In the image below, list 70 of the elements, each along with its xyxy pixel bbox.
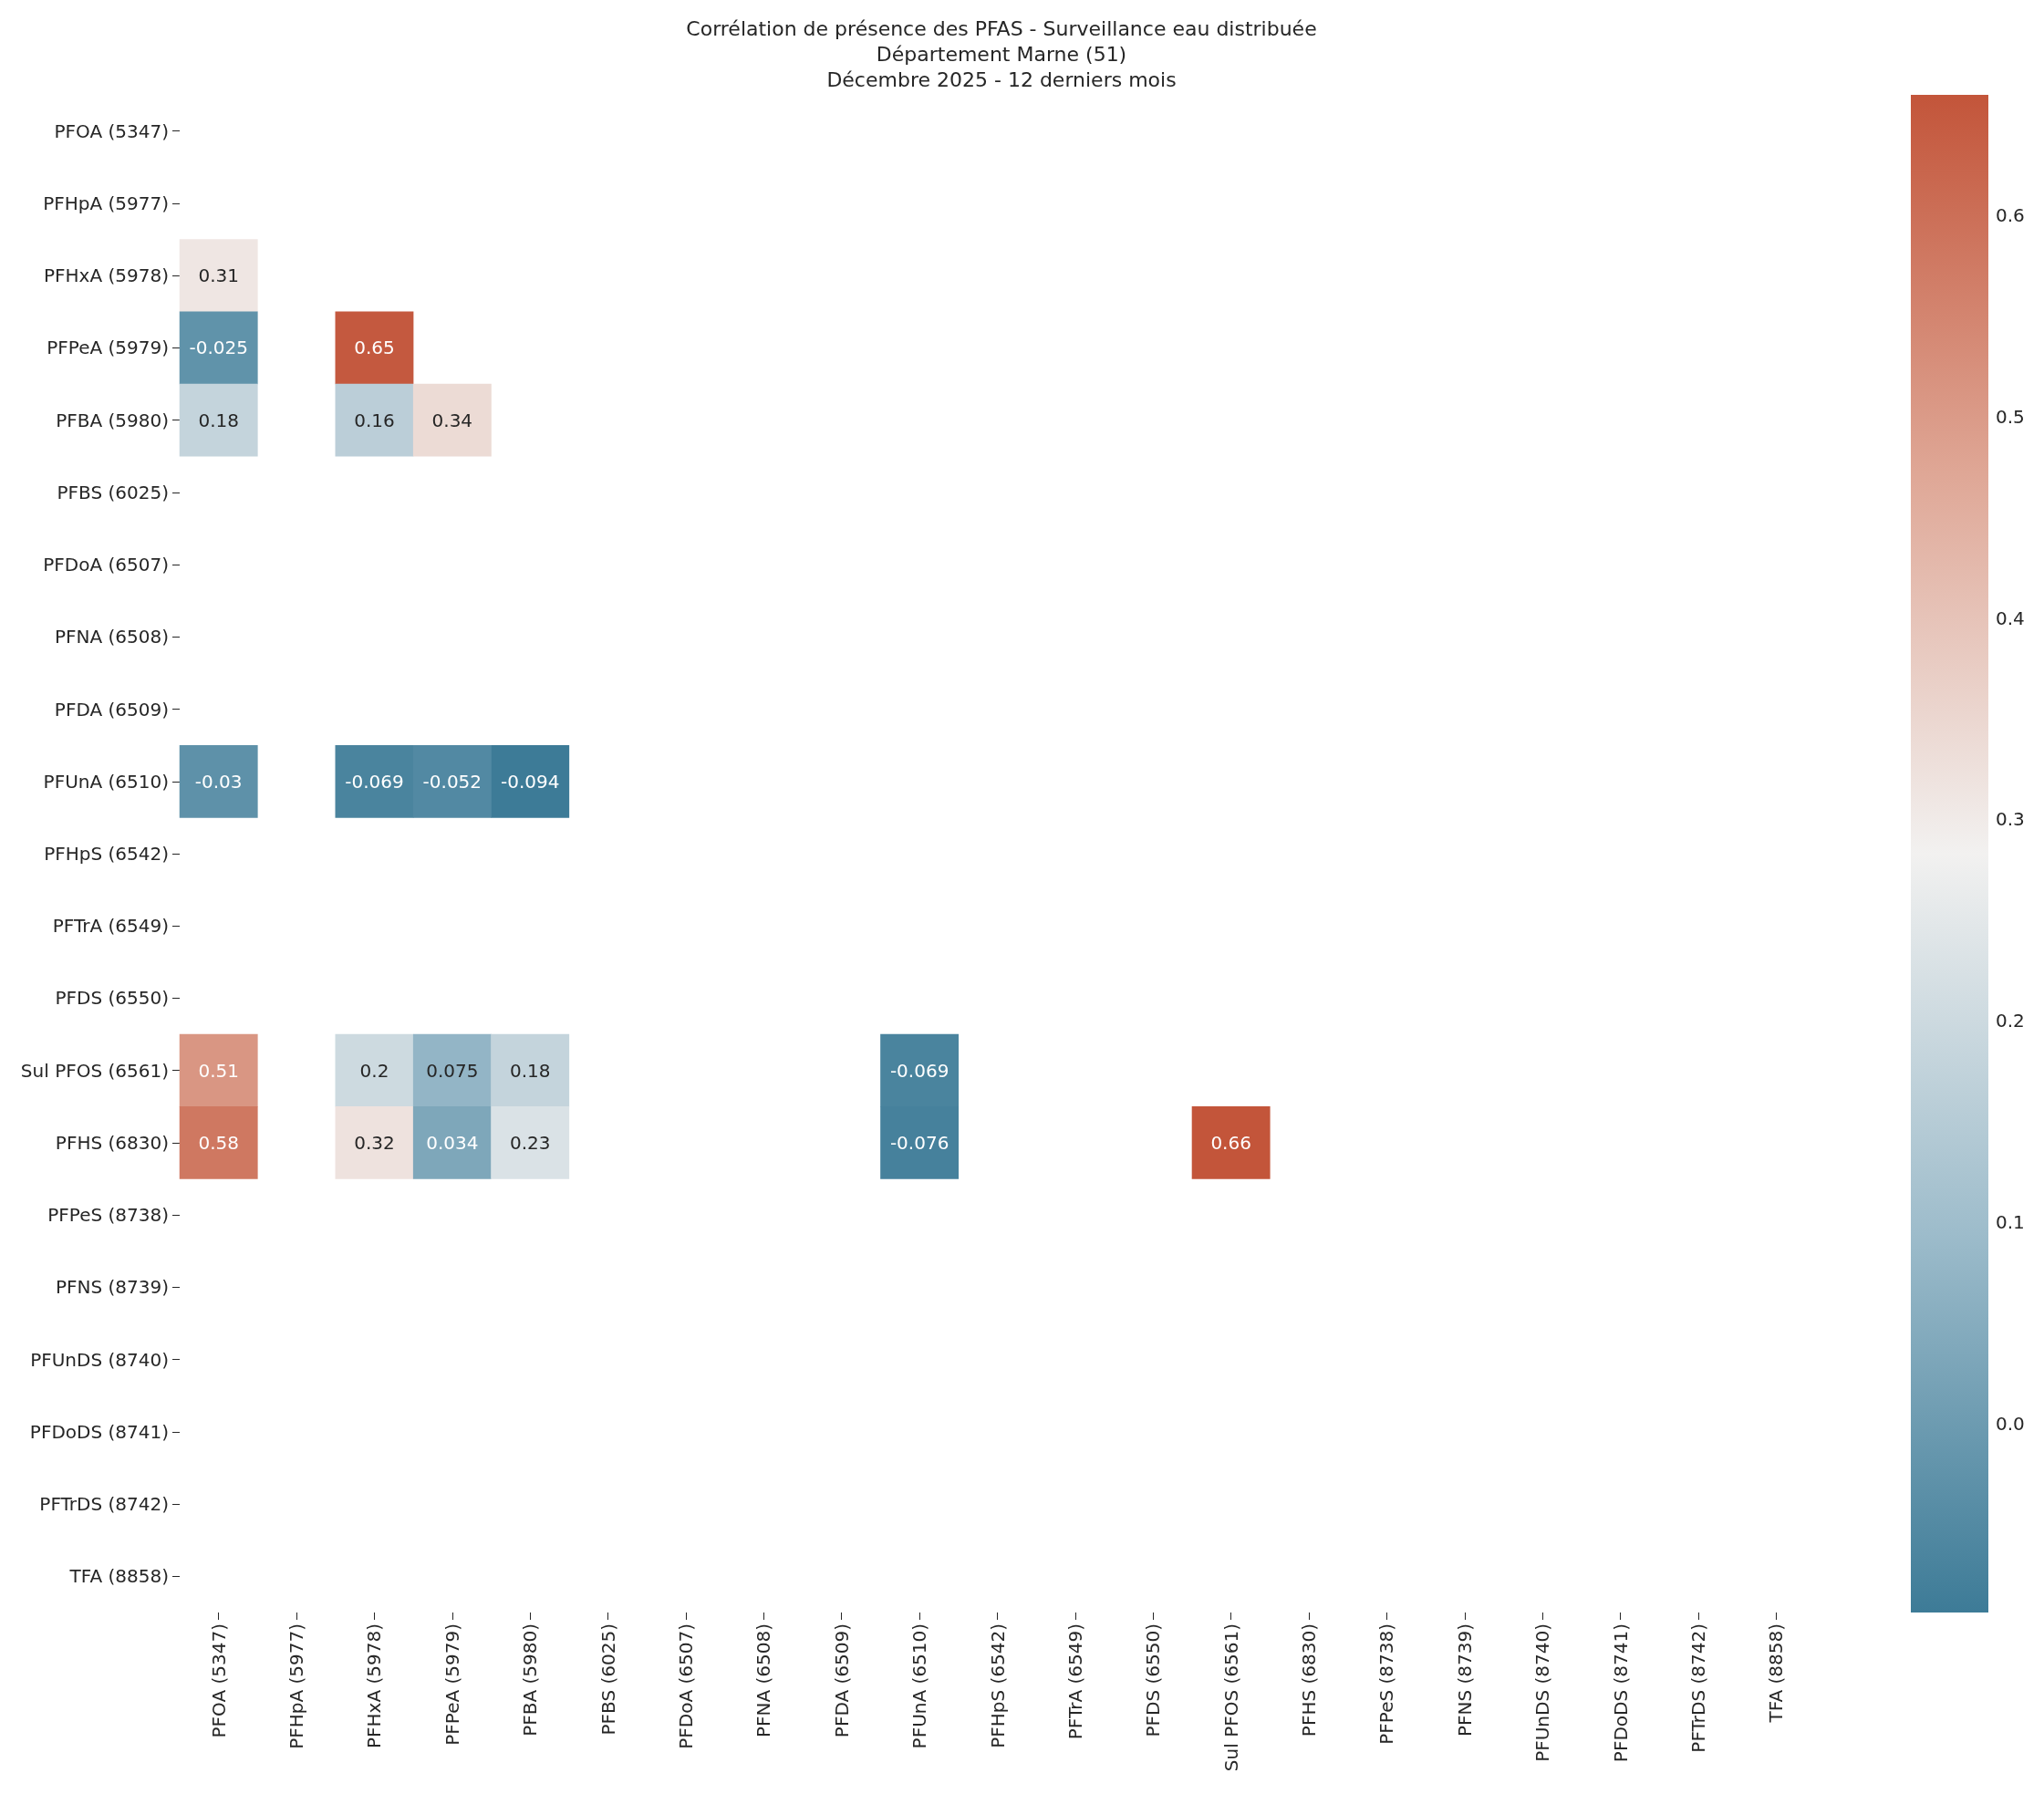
- x-tick-label: PFUnDS (8740): [1531, 1623, 1554, 1762]
- y-tick-label: PFHxA (5978): [44, 264, 169, 287]
- x-tick-label: PFDoDS (8741): [1609, 1623, 1632, 1763]
- data-label: -0.025: [189, 337, 248, 359]
- y-tick-label: PFPeA (5979): [47, 337, 169, 359]
- data-label: -0.076: [889, 1131, 949, 1154]
- y-tick-label: PFOA (5347): [54, 119, 169, 142]
- y-tick-label: PFUnA (6510): [43, 770, 169, 793]
- x-tick-label: PFDA (6509): [830, 1623, 853, 1738]
- x-tick-label: PFNS (8739): [1453, 1623, 1476, 1737]
- data-label: 0.31: [198, 264, 239, 287]
- color-bar-label: 0.6: [1996, 204, 2025, 227]
- y-tick-label: PFTrA (6549): [52, 915, 169, 938]
- x-tick-label: PFDS (6550): [1142, 1623, 1165, 1737]
- x-tick-label: PFUnA (6510): [908, 1623, 931, 1749]
- data-label: 0.16: [354, 409, 395, 431]
- color-bar-label: 0.1: [1996, 1210, 2025, 1233]
- x-tick-label: PFBS (6025): [597, 1623, 619, 1736]
- x-tick-label: PFHpA (5977): [285, 1623, 308, 1749]
- x-tick-label: PFHS (6830): [1298, 1623, 1321, 1737]
- chart-title: Corrélation de présence des PFAS - Surveillance eau distribuée Département Marne (51) Décembre 2025 - 12 derniers mois: [686, 16, 1317, 91]
- data-label: 0.66: [1210, 1131, 1251, 1154]
- y-tick-label: PFHpA (5977): [43, 192, 169, 214]
- data-label: 0.58: [198, 1131, 239, 1154]
- x-tick-label: PFHpS (6542): [986, 1623, 1009, 1748]
- x-tick-label: PFPeS (8738): [1375, 1623, 1398, 1745]
- data-label: 0.51: [198, 1059, 239, 1082]
- y-tick-label: PFDoA (6507): [43, 554, 169, 576]
- x-tick-label: PFTrA (6549): [1064, 1623, 1086, 1740]
- y-tick-label: PFDA (6509): [54, 698, 169, 721]
- x-tick-label: PFDoA (6507): [674, 1623, 697, 1749]
- data-label: -0.069: [345, 770, 404, 793]
- x-tick-label: PFPeA (5979): [441, 1623, 463, 1746]
- y-tick-label: PFDoDS (8741): [29, 1420, 169, 1443]
- y-tick-label: PFPeS (8738): [47, 1204, 169, 1227]
- color-bar-label: 0.2: [1996, 1010, 2025, 1032]
- x-tick-label: PFTrDS (8742): [1686, 1623, 1709, 1753]
- y-tick-label: PFBA (5980): [56, 409, 169, 431]
- x-tick-label: PFNA (6508): [752, 1623, 775, 1738]
- y-tick-label: PFHpS (6542): [44, 843, 169, 865]
- data-label: 0.34: [431, 409, 473, 431]
- y-tick-label: PFNS (8739): [55, 1276, 169, 1299]
- y-tick-label: PFHS (6830): [55, 1131, 169, 1154]
- x-tick-label: PFHxA (5978): [363, 1623, 386, 1748]
- y-tick-label: PFTrDS (8742): [39, 1493, 169, 1516]
- data-label: -0.094: [500, 770, 560, 793]
- color-bar-label: 0.5: [1996, 406, 2025, 429]
- y-tick-label: PFNA (6508): [54, 626, 169, 648]
- data-label: 0.65: [354, 337, 395, 359]
- y-tick-label: PFUnDS (8740): [30, 1348, 169, 1371]
- data-label: 0.32: [354, 1131, 395, 1154]
- data-label: 0.034: [426, 1131, 479, 1154]
- data-label: -0.03: [194, 770, 243, 793]
- data-label: -0.052: [422, 770, 482, 793]
- data-label: -0.069: [889, 1059, 949, 1082]
- x-tick-label: Sul PFOS (6561): [1219, 1623, 1242, 1772]
- x-tick-label: PFBA (5980): [519, 1623, 542, 1737]
- y-tick-label: PFDS (6550): [55, 987, 169, 1010]
- y-tick-label: TFA (8858): [68, 1565, 169, 1588]
- data-label: 0.18: [509, 1059, 551, 1082]
- color-bar-label: 0.3: [1996, 808, 2025, 831]
- color-bar-label: 0.4: [1996, 607, 2025, 629]
- y-tick-label: PFBS (6025): [57, 481, 169, 503]
- data-label: 0.075: [426, 1059, 479, 1082]
- data-label: 0.23: [509, 1131, 551, 1154]
- y-tick-label: Sul PFOS (6561): [20, 1059, 169, 1082]
- x-tick-label: TFA (8858): [1765, 1623, 1788, 1724]
- data-label: 0.2: [359, 1059, 389, 1082]
- color-bar-label: 0.0: [1996, 1412, 2025, 1435]
- data-label: 0.18: [198, 409, 239, 431]
